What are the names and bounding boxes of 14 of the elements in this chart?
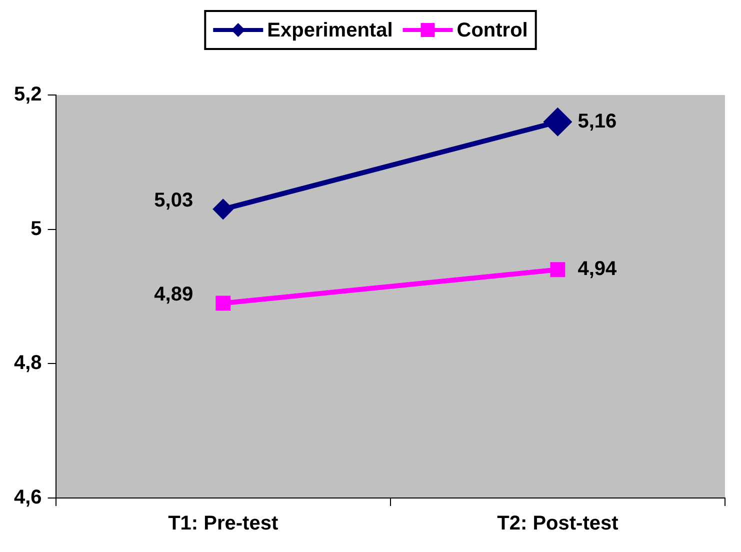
y-tick-label: 4,6	[14, 486, 42, 509]
legend-label: Control	[456, 20, 528, 42]
y-tick-label: 5,2	[14, 84, 42, 106]
data-label: 4,94	[578, 258, 618, 280]
x-tick-label: T2: Post-test	[497, 512, 619, 535]
x-tick-label: T1: Pre-test	[168, 512, 278, 535]
legend-label: Experimental	[267, 20, 393, 42]
point	[216, 296, 231, 311]
data-label: 5,03	[154, 190, 194, 212]
data-label: 5,16	[578, 110, 617, 132]
data-label: 4,89	[154, 284, 194, 306]
point	[550, 262, 566, 278]
y-tick-label: 5	[30, 218, 42, 240]
y-tick-label: 4,8	[14, 352, 42, 374]
